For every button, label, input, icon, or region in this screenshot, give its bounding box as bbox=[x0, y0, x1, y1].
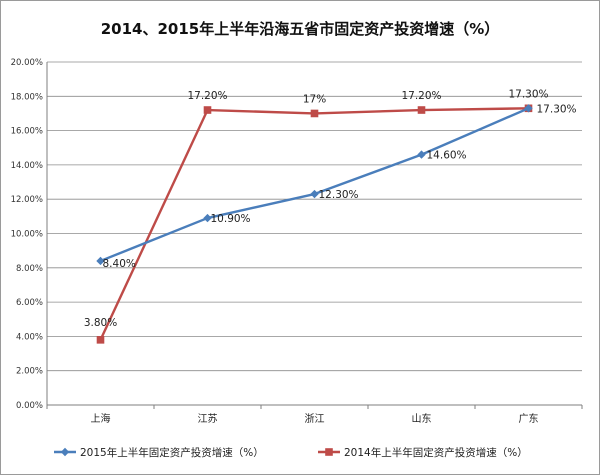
data-label: 10.90% bbox=[211, 213, 251, 225]
y-tick-label: 12.00% bbox=[11, 195, 43, 205]
y-tick-label: 8.00% bbox=[16, 264, 43, 274]
data-label: 17% bbox=[303, 93, 326, 105]
x-axis-categories: 上海 江苏 浙江 山东 广东 bbox=[91, 412, 539, 425]
legend-label: 2014年上半年固定资产投资增速（%） bbox=[344, 446, 528, 459]
y-tick-label: 6.00% bbox=[16, 298, 43, 308]
series-layer bbox=[96, 104, 533, 344]
y-tick-label: 18.00% bbox=[11, 92, 43, 102]
data-label: 3.80% bbox=[84, 317, 117, 329]
data-label: 17.30% bbox=[537, 103, 577, 115]
data-point bbox=[60, 447, 70, 457]
data-point bbox=[310, 109, 319, 118]
data-label: 12.30% bbox=[319, 189, 359, 201]
y-tick-label: 4.00% bbox=[16, 332, 43, 342]
x-category-label: 广东 bbox=[519, 412, 539, 425]
y-tick-label: 0.00% bbox=[16, 401, 43, 411]
chart-title: 2014、2015年上半年沿海五省市固定资产投资增速（%） bbox=[100, 20, 500, 38]
series-line bbox=[100, 107, 529, 263]
data-point bbox=[96, 336, 105, 344]
data-point bbox=[96, 256, 105, 266]
data-point bbox=[417, 106, 426, 114]
data-label: 17.30% bbox=[508, 88, 548, 100]
grid-lines bbox=[47, 61, 582, 406]
data-label: 14.60% bbox=[427, 150, 467, 162]
data-point bbox=[310, 189, 319, 199]
data-point bbox=[417, 150, 426, 159]
data-label: 17.20% bbox=[187, 90, 227, 102]
y-tick-label: 10.00% bbox=[11, 230, 43, 240]
axes bbox=[46, 62, 583, 409]
x-category-label: 江苏 bbox=[198, 412, 218, 425]
legend: 2015年上半年固定资产投资增速（%） 2014年上半年固定资产投资增速（%） bbox=[54, 446, 528, 459]
y-axis-ticks: 0.00% 2.00% 4.00% 6.00% 8.00% 10.00% 12.00% 14.… bbox=[11, 58, 43, 411]
data-point bbox=[203, 106, 212, 114]
data-labels: 8.40% 10.90% 12.30% 14.60% 17.30% 3.80% 17.20%… bbox=[84, 88, 577, 329]
y-tick-label: 14.00% bbox=[11, 161, 43, 171]
data-point bbox=[203, 213, 212, 223]
x-category-label: 山东 bbox=[412, 412, 432, 425]
data-label: 8.40% bbox=[103, 258, 136, 270]
y-tick-label: 2.00% bbox=[16, 367, 43, 377]
x-category-label: 浙江 bbox=[305, 413, 325, 425]
x-category-label: 上海 bbox=[91, 412, 111, 425]
data-label: 17.20% bbox=[401, 90, 441, 102]
y-tick-label: 16.00% bbox=[11, 127, 43, 137]
y-tick-label: 20.00% bbox=[11, 58, 43, 68]
data-point bbox=[524, 104, 533, 113]
legend-label: 2015年上半年固定资产投资增速（%） bbox=[80, 446, 264, 459]
series-line bbox=[99, 107, 529, 341]
data-point bbox=[325, 448, 333, 456]
